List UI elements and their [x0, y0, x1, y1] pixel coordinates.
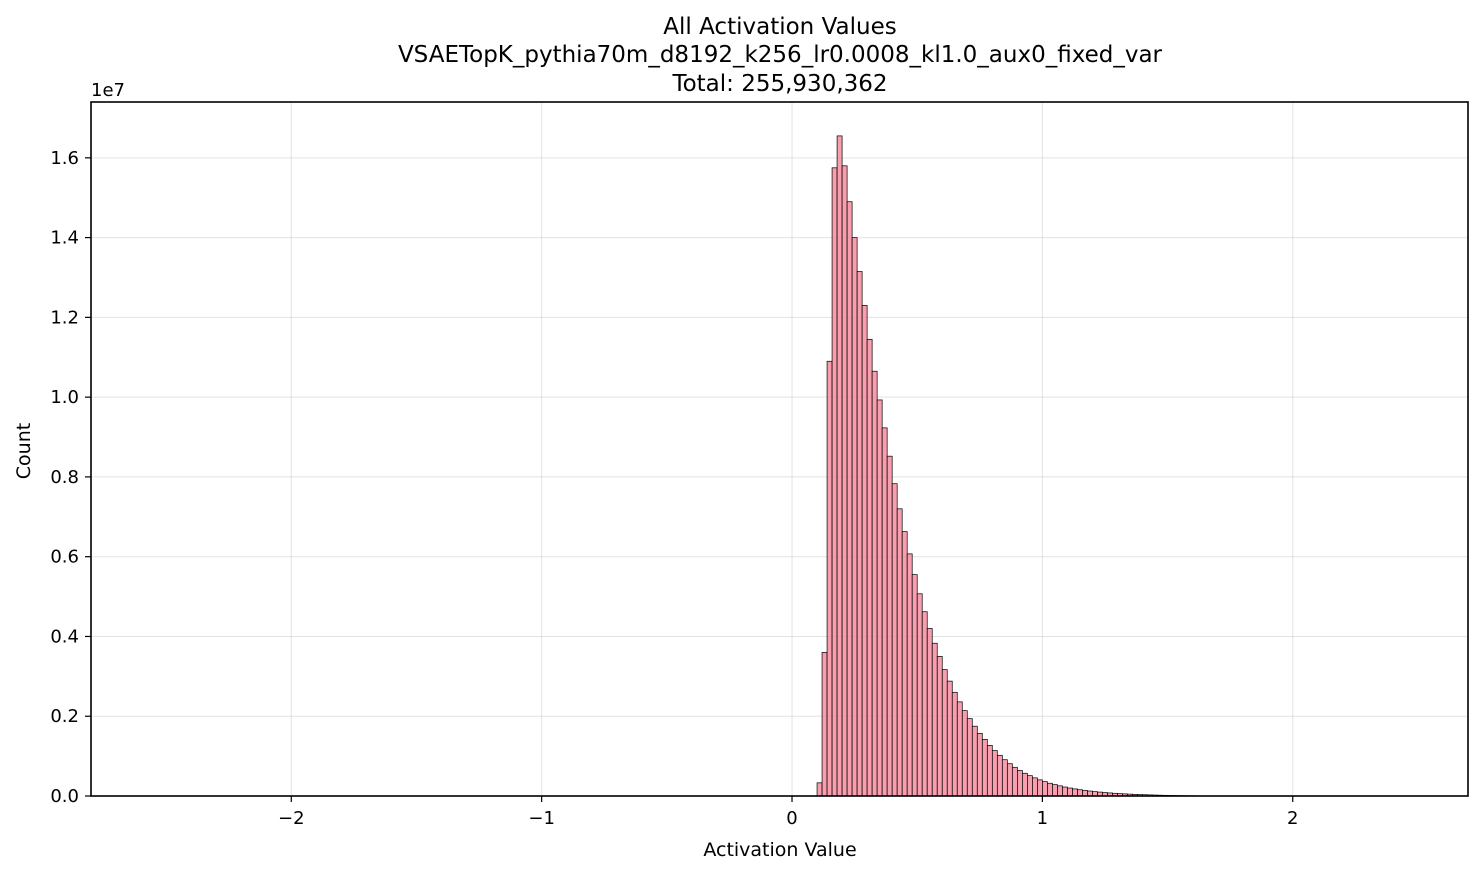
y-tick-label: 0.2 — [50, 706, 79, 727]
histogram-bar — [971, 725, 978, 797]
histogram-bar — [861, 305, 868, 797]
histogram-bar — [821, 652, 828, 797]
histogram-bar — [856, 271, 863, 797]
histogram-bar — [1001, 759, 1008, 797]
histogram-bar — [1062, 786, 1068, 797]
histogram-bar — [1011, 766, 1018, 797]
histogram-bar — [1042, 781, 1048, 797]
y-tick-label: 0.8 — [50, 467, 79, 488]
y-tick-label: 1.0 — [50, 387, 79, 408]
histogram-bar — [1027, 775, 1033, 797]
histogram-bar — [1082, 790, 1088, 797]
y-tick-label: 0.4 — [50, 626, 79, 647]
histogram-bar — [976, 733, 983, 797]
histogram-bar — [851, 237, 858, 797]
y-tick-label: 1.2 — [50, 307, 79, 328]
histogram-bar — [826, 360, 833, 797]
histogram-bar — [1057, 785, 1063, 797]
histogram-bar — [876, 399, 883, 797]
x-axis-label: Activation Value — [703, 839, 856, 861]
histogram-bar — [906, 553, 913, 797]
histogram-bar — [951, 691, 958, 797]
grid-lines — [91, 102, 1468, 797]
histogram-bar — [816, 782, 823, 797]
chart-subtitle-model: VSAETopK_pythia70m_d8192_k256_lr0.0008_k… — [398, 42, 1163, 68]
histogram-bar — [921, 611, 928, 797]
histogram-bar — [841, 165, 848, 797]
x-tick-label: −1 — [528, 808, 555, 829]
chart-title: All Activation Values — [663, 14, 896, 40]
histogram-bar — [1077, 789, 1083, 797]
histogram-bar — [871, 370, 878, 797]
histogram-bar — [1016, 770, 1023, 797]
y-axis-label: Count — [13, 423, 35, 479]
y-tick-label: 1.6 — [50, 148, 79, 169]
chart-subtitle-total: Total: 255,930,362 — [671, 71, 887, 97]
histogram-bar — [901, 531, 908, 797]
histogram-bar — [836, 135, 843, 797]
histogram-bar — [866, 338, 873, 797]
histogram-bar — [941, 669, 948, 797]
y-offset-label: 1e7 — [91, 80, 125, 101]
histogram-bar — [981, 739, 988, 797]
x-tick-label: 1 — [1037, 808, 1048, 829]
histogram-bar — [916, 593, 923, 797]
histogram-bar — [996, 754, 1003, 797]
x-tick-label: 2 — [1287, 808, 1298, 829]
histogram-bar — [891, 483, 898, 797]
histogram-bar — [831, 167, 838, 797]
histogram-bar — [956, 701, 963, 797]
y-tick-label: 0.0 — [50, 786, 79, 807]
histogram-bar — [896, 508, 903, 797]
histogram-bar — [1022, 772, 1028, 797]
histogram-bar — [936, 656, 943, 797]
axis-ticks: −2 −1 0 1 2 0.0 0.2 0.4 0.6 0.8 1.0 1.2 1.4 1.6 — [50, 148, 1298, 829]
histogram-bar — [881, 427, 888, 797]
histogram-bar — [991, 750, 998, 797]
y-tick-label: 0.6 — [50, 547, 79, 568]
histogram-bar — [966, 718, 973, 797]
histogram-bar — [1032, 777, 1038, 797]
histogram-bar — [1047, 782, 1053, 797]
histogram-bar — [1037, 779, 1043, 797]
histogram-bar — [886, 455, 893, 797]
x-tick-label: 0 — [786, 808, 797, 829]
histogram-bar — [1067, 787, 1073, 797]
histogram-bar — [1006, 763, 1013, 797]
histogram-bar — [986, 744, 993, 797]
histogram-bar — [931, 642, 938, 797]
plot-frame — [90, 101, 1469, 797]
histogram-bar — [961, 710, 968, 797]
histogram-bar — [946, 680, 953, 797]
histogram-bar — [926, 628, 933, 797]
x-tick-label: −2 — [278, 808, 305, 829]
histogram-bars — [816, 135, 1229, 797]
histogram-bar — [846, 201, 853, 797]
y-tick-label: 1.4 — [50, 228, 79, 249]
histogram-bar — [1052, 784, 1058, 797]
histogram-bar — [1072, 788, 1078, 797]
histogram-bar — [911, 574, 918, 797]
